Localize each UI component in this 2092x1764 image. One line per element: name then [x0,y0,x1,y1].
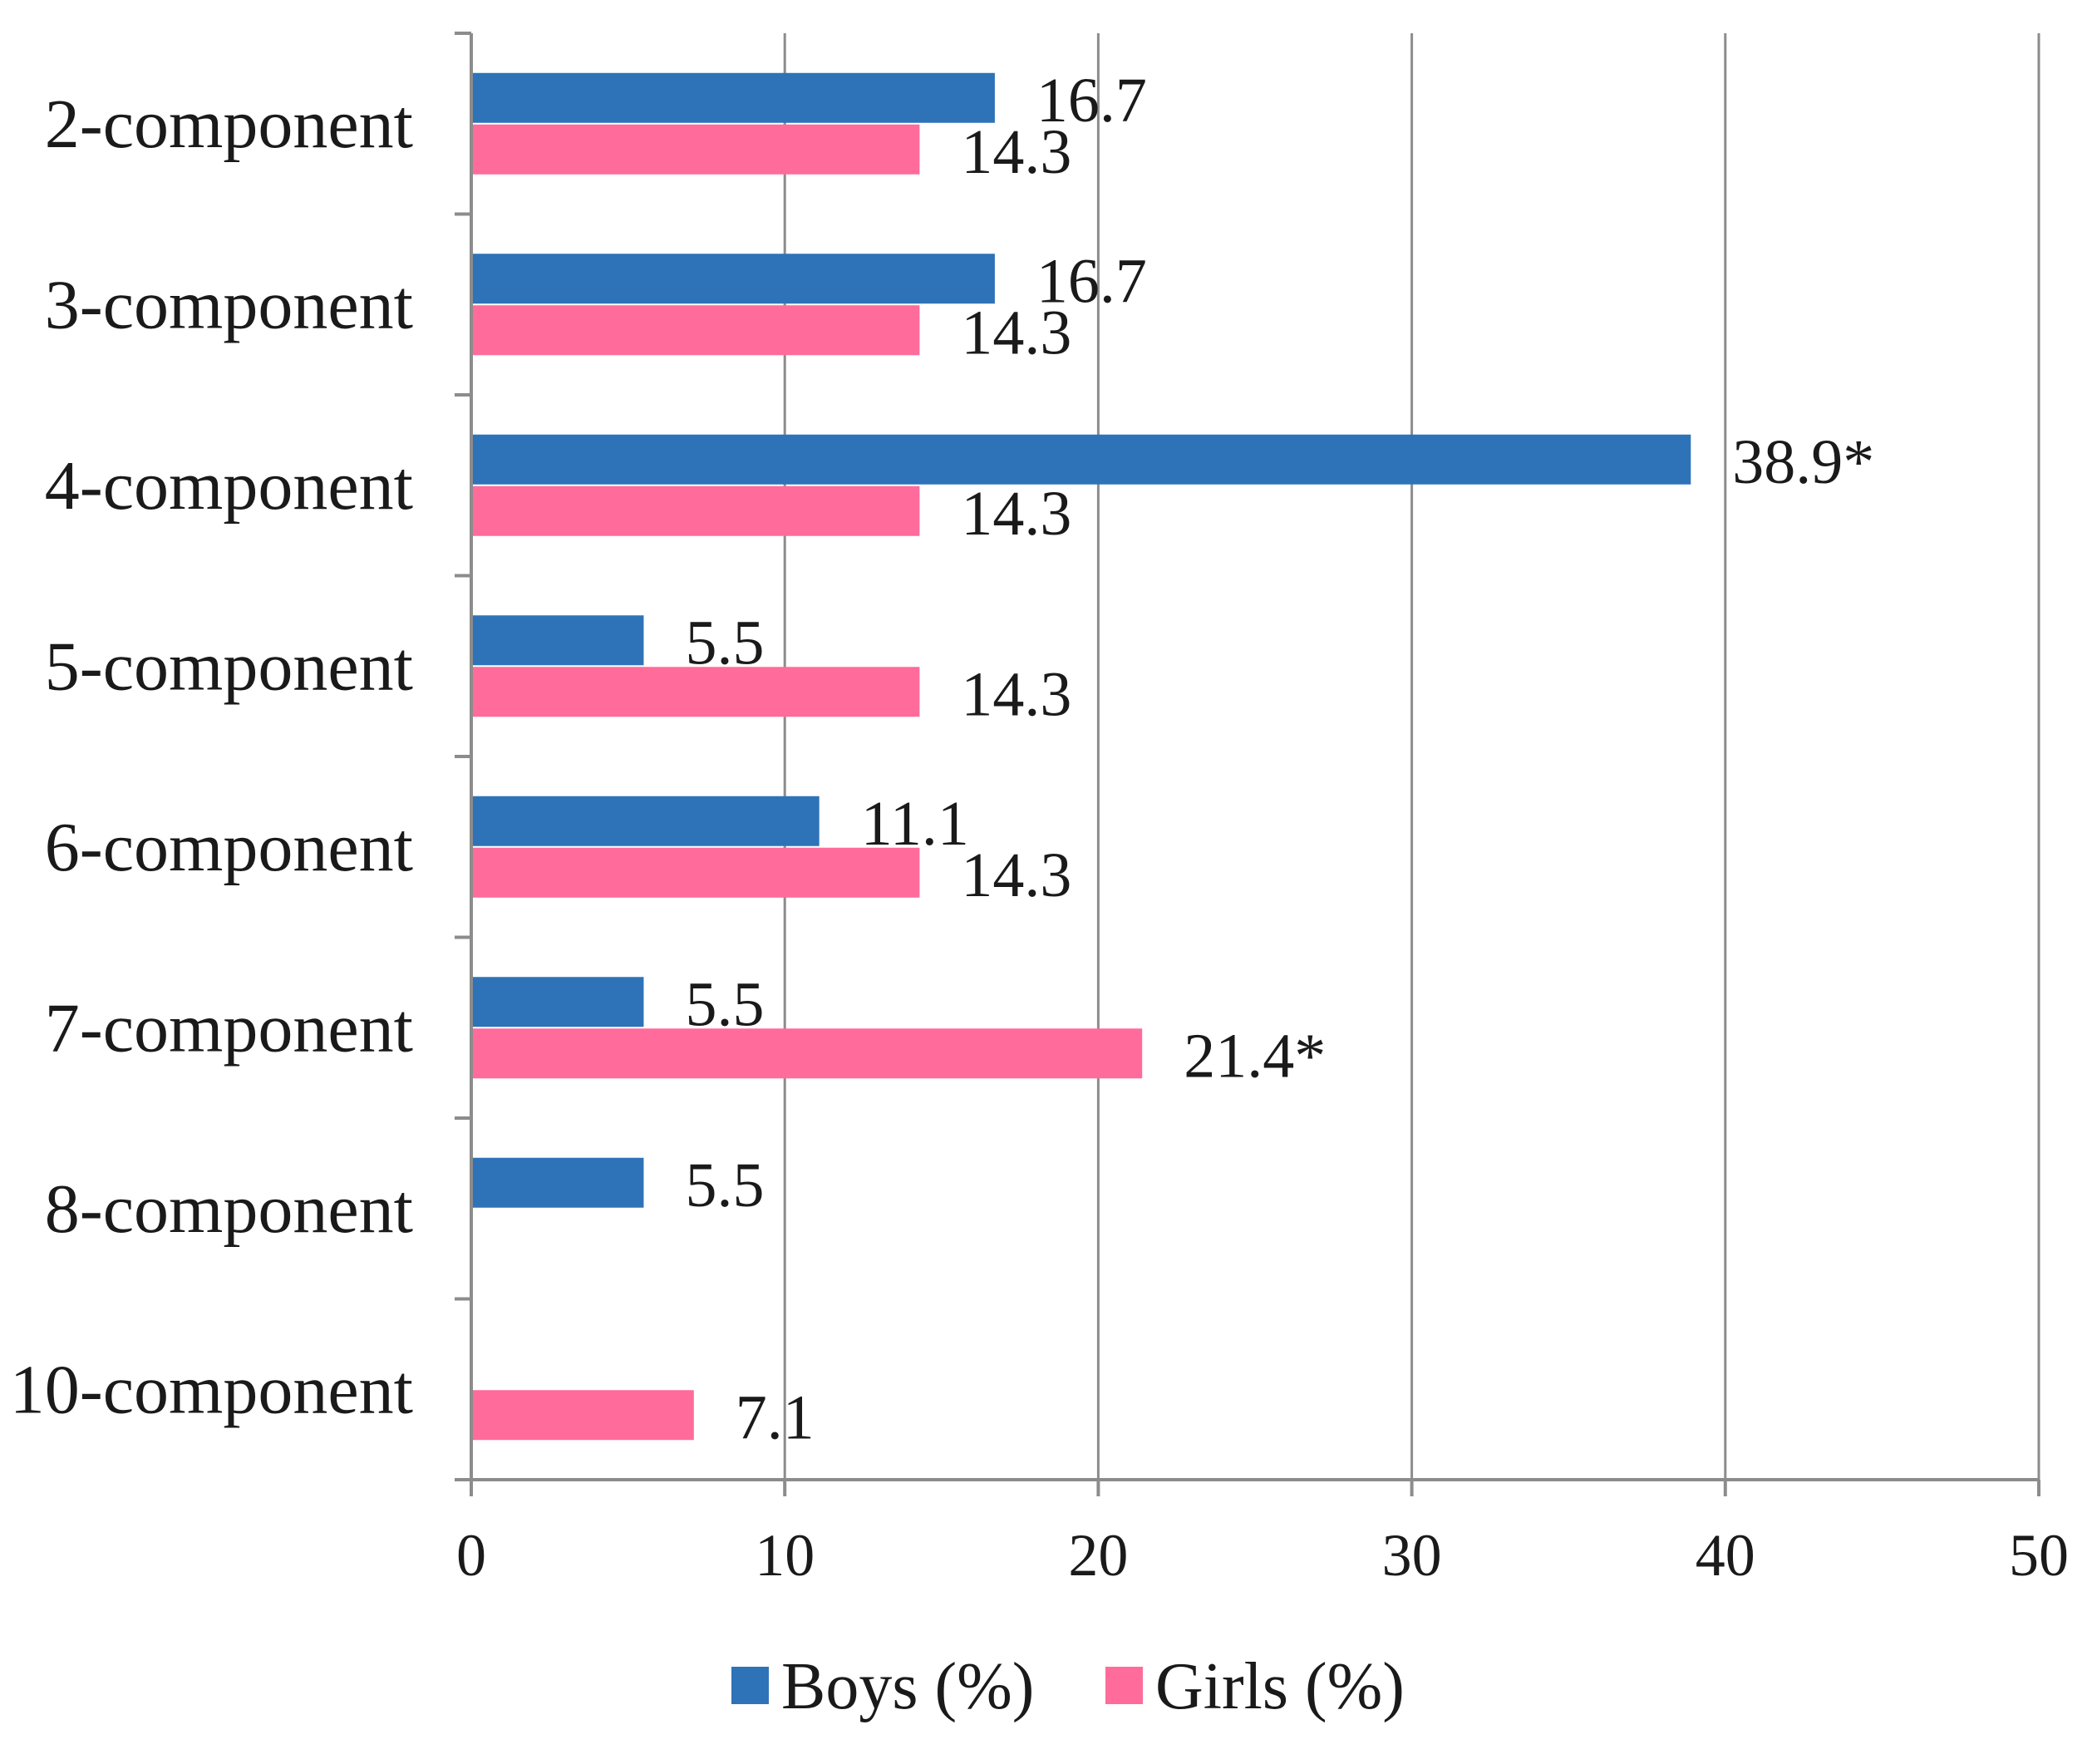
category-label: 6-component [45,809,413,886]
girls-bar [471,1028,1143,1079]
category-label: 8-component [45,1170,413,1248]
category-label: 4-component [45,447,413,525]
boys-legend-swatch [731,1667,769,1704]
category-label: 10-component [10,1351,413,1428]
girls-data-label: 14.3 [961,840,1071,910]
x-tick-label: 10 [755,1522,815,1589]
boys-data-label: 5.5 [685,969,764,1039]
girls-bar [471,485,920,536]
girls-data-label: 21.4* [1184,1021,1326,1091]
boys-legend-label: Boys (%) [781,1650,1034,1723]
x-tick-label: 40 [1696,1522,1755,1589]
girls-bar [471,124,920,175]
boys-bar [471,434,1691,485]
x-tick-label: 0 [456,1522,486,1589]
category-label: 3-component [45,266,413,343]
boys-bar [471,977,644,1027]
boys-data-label: 38.9* [1732,427,1874,497]
bars [471,72,1691,1441]
girls-legend-swatch [1105,1667,1143,1704]
labels: 0 10 20 30 40 50 2-component 3-component 4-compo… [10,66,2069,1589]
girls-bar [471,667,920,717]
boys-data-label: 11.1 [861,789,969,859]
girls-data-label: 14.3 [961,117,1071,187]
girls-legend-label: Girls (%) [1155,1650,1405,1723]
category-label: 2-component [45,86,413,163]
gridlines [783,33,2040,1480]
boys-bar [471,254,995,304]
girls-bar [471,1390,694,1441]
girls-data-label: 14.3 [961,659,1071,729]
girls-bar [471,847,920,898]
boys-data-label: 16.7 [1036,66,1147,136]
x-tick-label: 20 [1068,1522,1128,1589]
boys-data-label: 5.5 [685,1151,764,1220]
boys-bar [471,72,995,123]
girls-data-label: 14.3 [961,479,1071,549]
boys-bar [471,796,820,846]
boys-data-label: 16.7 [1036,246,1147,316]
category-label: 5-component [45,628,413,705]
girls-data-label: 14.3 [961,298,1071,367]
x-tick-label: 50 [2009,1522,2069,1589]
girls-bar [471,305,920,356]
legend: Boys (%) Girls (%) [731,1650,1405,1723]
category-label: 7-component [45,989,413,1067]
axes [455,32,2040,1496]
x-tick-label: 30 [1382,1522,1442,1589]
boys-data-label: 5.5 [685,608,764,678]
girls-data-label: 7.1 [736,1382,815,1452]
boys-bar [471,615,644,666]
boys-bar [471,1157,644,1208]
